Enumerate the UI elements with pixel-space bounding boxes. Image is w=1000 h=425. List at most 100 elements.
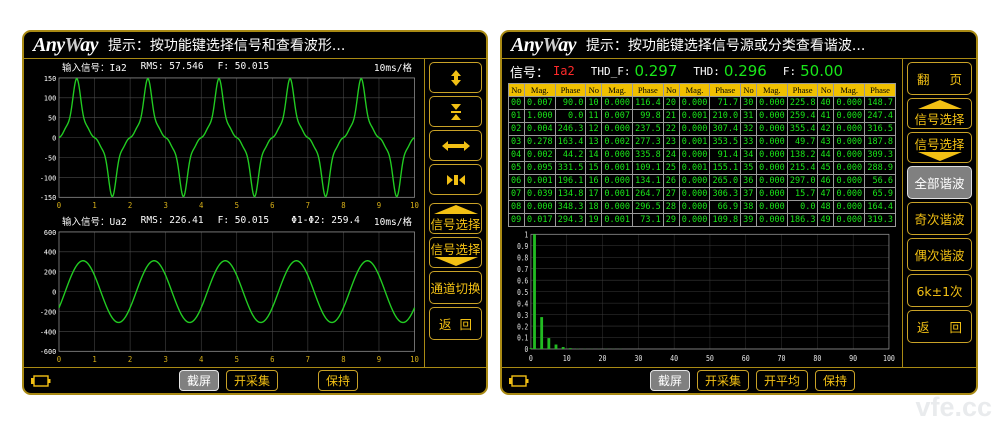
arrow-up-icon (433, 205, 478, 214)
plot2-phase: Φ1-Φ2: 259.4 (291, 215, 360, 226)
screenshot-button[interactable]: 截屏 (178, 370, 219, 391)
harmonic-phase-cell: 163.4 (554, 135, 587, 149)
mid-signal-select-up-button[interactable]: 信号选择 (429, 203, 482, 234)
page-turn-button[interactable]: 翻 页 (907, 62, 972, 95)
6k-plus-minus-1-label: 6k±1次 (916, 284, 963, 299)
harmonic-phase-cell: 56.6 (864, 174, 896, 188)
right-back-button[interactable]: 返 回 (907, 310, 972, 343)
plot1-rms: RMS: 57.546 (140, 61, 204, 72)
svg-text:2: 2 (128, 201, 132, 210)
svg-text:50: 50 (48, 113, 56, 122)
harmonic-mag-cell: 0.000 (755, 187, 788, 201)
plot1-canvas[interactable]: 0 1 2 3 4 5 6 7 8 9 10 150 100 50 0 -50 -100 -150 (28, 74, 420, 211)
right-signal-select-down-button[interactable]: 信号选择 (907, 132, 972, 163)
harmonic-index-cell: 41 (817, 109, 835, 123)
waveform-window: AnyWay 提示：按功能键选择信号和查看波形... 输入信号：Ia2 RMS:… (22, 30, 488, 395)
odd-harmonics-button[interactable]: 奇次谐波 (907, 202, 972, 235)
start-acquisition-button[interactable]: 开采集 (225, 370, 278, 391)
harmonic-phase-cell: 319.3 (864, 213, 896, 227)
harmonic-mag-cell: 0.095 (523, 161, 556, 175)
harmonics-col-header: Mag. (755, 83, 788, 97)
harmonic-phase-cell: 65.9 (864, 187, 896, 201)
thd-label: THD: (693, 64, 720, 78)
harmonic-spectrum-chart[interactable]: 0 0.1 0.2 0.3 0.4 0.5 0.6 0.7 0.8 0.9 1 0 10 20 30 40 50… (508, 230, 896, 364)
harmonic-index-cell: 09 (508, 213, 525, 227)
svg-text:20: 20 (599, 353, 607, 363)
harmonic-index-cell: 03 (508, 135, 525, 149)
compress-horizontal-icon-button[interactable] (429, 164, 482, 195)
harmonic-index-cell: 33 (740, 135, 757, 149)
harmonic-index-cell: 23 (662, 135, 680, 149)
start-average-button[interactable]: 开平均 (756, 370, 809, 391)
table-row: 04 0.002 44.2 14 0.000 335.8 24 0.000 91.4 34 0.00… (508, 148, 896, 162)
harmonic-mag-cell: 0.007 (523, 96, 556, 110)
svg-text:5: 5 (235, 355, 239, 364)
6k-plus-minus-1-button[interactable]: 6k±1次 (907, 274, 972, 307)
svg-text:7: 7 (306, 355, 310, 364)
plot2-canvas[interactable]: 0 1 2 3 4 5 6 7 8 9 10 600 400 200 0 -200 -400 -600 (28, 228, 420, 365)
harmonic-phase-cell: 307.4 (709, 122, 742, 136)
screenshot-button-right[interactable]: 截屏 (649, 370, 690, 391)
mid-back-button[interactable]: 返 回 (429, 307, 482, 340)
harmonics-table-header: No Mag. Phase No Mag. Phase No Mag. Phase No Mag. P… (508, 83, 896, 97)
plot1-freq: F: 50.015 (217, 61, 270, 72)
harmonic-index-cell: 07 (508, 187, 525, 201)
svg-text:3: 3 (163, 201, 167, 210)
mid-back-label2: 回 (459, 317, 472, 332)
harmonic-index-cell: 13 (585, 135, 603, 149)
harmonic-index-cell: 18 (585, 200, 603, 214)
harmonic-phase-cell: 246.3 (554, 122, 587, 136)
hold-button[interactable]: 保持 (318, 370, 359, 391)
start-acquisition-button-right[interactable]: 开采集 (696, 370, 749, 391)
harmonic-phase-cell: 138.2 (786, 148, 819, 162)
harmonic-phase-cell: 277.3 (631, 135, 664, 149)
expand-vertical-icon-button[interactable] (429, 62, 482, 93)
right-signal-select-down-label: 信号选择 (914, 136, 965, 152)
right-signal-select-up-button[interactable]: 信号选择 (907, 98, 972, 129)
mid-signal-select-down-button[interactable]: 信号选择 (429, 237, 482, 268)
signal-label: 信号： (510, 65, 550, 81)
svg-text:-400: -400 (40, 327, 56, 336)
harmonic-mag-cell: 0.001 (678, 135, 711, 149)
harmonics-col-header: No (585, 83, 603, 97)
svg-text:0.2: 0.2 (517, 323, 528, 332)
expand-horizontal-icon-button[interactable] (429, 130, 482, 161)
waveform-plot-voltage: 输入信号：Ua2 RMS: 226.41 F: 50.015 Φ1-Φ2: 25… (24, 213, 424, 367)
harmonics-col-header: Mag. (833, 83, 866, 97)
battery-icon-right (509, 374, 529, 387)
thdf-value: 0.297 (634, 62, 678, 80)
svg-text:0.9: 0.9 (517, 242, 528, 251)
svg-text:100: 100 (44, 94, 56, 103)
harmonic-index-cell: 01 (508, 109, 525, 123)
svg-text:0: 0 (529, 353, 533, 363)
harmonic-phase-cell: 116.4 (631, 96, 664, 110)
thdf-label: THD_F: (590, 64, 631, 78)
svg-text:0: 0 (57, 201, 62, 210)
harmonic-phase-cell: 109.8 (709, 213, 742, 227)
harmonic-mag-cell: 0.000 (755, 213, 788, 227)
harmonic-index-cell: 17 (585, 187, 603, 201)
harmonic-index-cell: 22 (662, 122, 680, 136)
compress-vertical-icon-button[interactable] (429, 96, 482, 127)
harmonic-index-cell: 02 (508, 122, 525, 136)
svg-text:10: 10 (410, 355, 419, 364)
harmonic-mag-cell: 0.000 (601, 96, 633, 110)
harmonic-phase-cell: 306.3 (709, 187, 742, 201)
svg-text:-50: -50 (44, 153, 56, 162)
hold-button-right[interactable]: 保持 (815, 370, 856, 391)
harmonic-mag-cell: 0.001 (678, 109, 711, 123)
harmonics-col-header: No (508, 83, 525, 97)
channel-switch-button[interactable]: 通道切换 (429, 271, 482, 304)
page-turn-label2: 页 (949, 72, 962, 87)
harmonic-phase-cell: 99.8 (631, 109, 664, 123)
even-harmonics-button[interactable]: 偶次谐波 (907, 238, 972, 271)
svg-text:7: 7 (306, 201, 310, 210)
harmonic-mag-cell: 0.001 (601, 187, 633, 201)
all-harmonics-button[interactable]: 全部谐波 (907, 166, 972, 199)
harmonic-mag-cell: 0.000 (678, 187, 711, 201)
harmonic-index-cell: 42 (817, 122, 835, 136)
harmonics-table[interactable]: No Mag. Phase No Mag. Phase No Mag. Phase No Mag. P… (508, 83, 896, 227)
svg-text:0.5: 0.5 (517, 288, 528, 297)
watermark: vfe.cc (915, 392, 992, 422)
mid-signal-select-down-label: 信号选择 (430, 241, 481, 257)
